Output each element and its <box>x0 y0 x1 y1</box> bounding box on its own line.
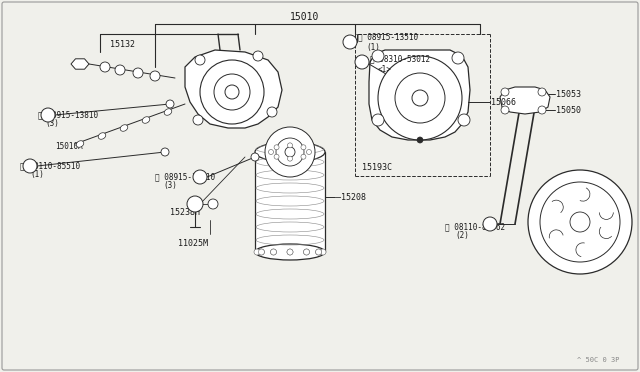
Text: B: B <box>484 221 488 227</box>
Circle shape <box>538 106 546 114</box>
Circle shape <box>372 114 384 126</box>
Circle shape <box>193 115 203 125</box>
Circle shape <box>254 249 260 255</box>
Text: 11025M: 11025M <box>178 240 208 248</box>
Circle shape <box>195 55 205 65</box>
Text: ^ 50C 0 3P: ^ 50C 0 3P <box>577 357 620 363</box>
Text: 15193C: 15193C <box>362 163 392 171</box>
Text: <1>: <1> <box>378 64 392 74</box>
Circle shape <box>225 85 239 99</box>
Polygon shape <box>185 50 282 128</box>
Text: Ⓥ 08915-13810: Ⓥ 08915-13810 <box>38 110 98 119</box>
Circle shape <box>343 35 357 49</box>
Circle shape <box>355 55 369 69</box>
Ellipse shape <box>120 125 128 131</box>
Circle shape <box>501 106 509 114</box>
Circle shape <box>287 143 292 148</box>
Circle shape <box>41 108 55 122</box>
Circle shape <box>528 170 632 274</box>
Ellipse shape <box>76 141 84 147</box>
Circle shape <box>287 249 293 255</box>
Circle shape <box>316 249 321 255</box>
Circle shape <box>23 159 37 173</box>
Text: W: W <box>194 174 198 180</box>
Circle shape <box>100 62 110 72</box>
Circle shape <box>259 249 264 255</box>
Circle shape <box>287 249 293 255</box>
Ellipse shape <box>255 142 325 162</box>
Circle shape <box>287 156 292 161</box>
Ellipse shape <box>164 109 172 115</box>
Circle shape <box>267 107 277 117</box>
Circle shape <box>161 148 169 156</box>
Text: (1): (1) <box>366 42 380 51</box>
Polygon shape <box>369 50 470 140</box>
Circle shape <box>301 154 306 159</box>
Polygon shape <box>500 87 550 114</box>
Text: W: W <box>42 112 46 118</box>
Ellipse shape <box>98 133 106 139</box>
Circle shape <box>316 249 321 255</box>
Circle shape <box>265 127 315 177</box>
Circle shape <box>303 249 310 255</box>
Circle shape <box>458 114 470 126</box>
Circle shape <box>269 150 273 154</box>
Text: 15050: 15050 <box>556 106 581 115</box>
Text: (3): (3) <box>45 119 59 128</box>
Text: (2): (2) <box>455 231 469 240</box>
Circle shape <box>501 88 509 96</box>
Circle shape <box>150 71 160 81</box>
Ellipse shape <box>255 244 325 260</box>
Circle shape <box>540 182 620 262</box>
Circle shape <box>395 73 445 123</box>
Text: (1): (1) <box>30 170 44 179</box>
Text: Ⓑ 08110-82062: Ⓑ 08110-82062 <box>445 222 505 231</box>
Circle shape <box>271 249 276 255</box>
Text: B: B <box>24 164 28 169</box>
Circle shape <box>417 137 423 143</box>
Circle shape <box>412 90 428 106</box>
Text: 15238H: 15238H <box>170 208 200 217</box>
Circle shape <box>193 170 207 184</box>
Circle shape <box>320 249 326 255</box>
Circle shape <box>187 196 203 212</box>
Circle shape <box>538 88 546 96</box>
Circle shape <box>274 154 279 159</box>
Circle shape <box>301 145 306 150</box>
Circle shape <box>253 51 263 61</box>
Text: 15010A: 15010A <box>55 141 83 151</box>
Circle shape <box>259 249 264 255</box>
Text: (3): (3) <box>163 180 177 189</box>
Circle shape <box>251 153 259 161</box>
Text: 15066: 15066 <box>491 97 516 106</box>
Text: Ⓢ 08310-53012: Ⓢ 08310-53012 <box>370 55 430 64</box>
Circle shape <box>483 217 497 231</box>
Text: W: W <box>344 39 348 45</box>
Circle shape <box>276 138 304 166</box>
Circle shape <box>166 100 174 108</box>
Text: Ⓥ 08915-13510: Ⓥ 08915-13510 <box>358 32 418 42</box>
Circle shape <box>208 199 218 209</box>
Circle shape <box>285 147 295 157</box>
Text: 15053: 15053 <box>556 90 581 99</box>
Text: Ⓑ 08110-85510: Ⓑ 08110-85510 <box>20 161 80 170</box>
Bar <box>255 152 325 252</box>
Polygon shape <box>71 59 89 69</box>
Text: 15132: 15132 <box>110 39 135 48</box>
Circle shape <box>372 50 384 62</box>
Circle shape <box>303 249 310 255</box>
Circle shape <box>452 52 464 64</box>
Circle shape <box>271 249 276 255</box>
Circle shape <box>307 150 312 154</box>
Text: 15010: 15010 <box>291 12 320 22</box>
Circle shape <box>378 56 462 140</box>
Circle shape <box>133 68 143 78</box>
Text: —15208: —15208 <box>336 192 366 202</box>
Circle shape <box>570 212 590 232</box>
Ellipse shape <box>142 117 150 123</box>
Circle shape <box>115 65 125 75</box>
Text: Ⓥ 08915-13810: Ⓥ 08915-13810 <box>155 173 215 182</box>
Text: S: S <box>356 60 360 64</box>
Circle shape <box>274 145 279 150</box>
